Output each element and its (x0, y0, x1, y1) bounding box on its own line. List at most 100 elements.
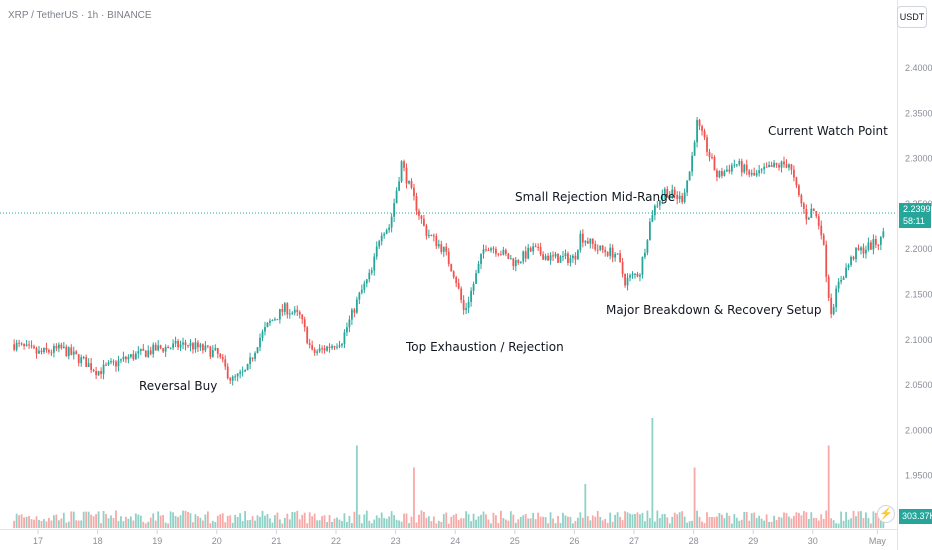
candle-body (164, 346, 167, 352)
volume-bar (467, 514, 470, 528)
volume-bar (693, 467, 696, 528)
candle-body (410, 180, 413, 188)
candle-body (77, 354, 80, 364)
candle-body (194, 342, 197, 350)
candle-body (740, 161, 743, 173)
volume-bar (862, 518, 865, 528)
volume-bar (378, 517, 381, 528)
volume-bar (733, 514, 736, 528)
volume-bar (236, 516, 239, 528)
candle-body (624, 273, 626, 286)
volume-bar (790, 518, 793, 528)
lightning-icon[interactable]: ⚡ (877, 505, 895, 523)
candle-body (676, 194, 679, 200)
volume-bar (703, 523, 706, 528)
candle-body (589, 238, 592, 244)
candle-body (283, 303, 286, 312)
volume-bar (413, 467, 415, 528)
candle-body (251, 357, 254, 359)
candle-body (25, 344, 28, 346)
candle-body (129, 354, 132, 357)
candle-body (328, 346, 331, 348)
last-price-value: 2.2399 (903, 204, 931, 214)
candle-body (693, 142, 696, 156)
volume-bar (139, 515, 142, 528)
volume-bar (676, 514, 679, 528)
volume-bar (184, 510, 187, 528)
candle-body (395, 190, 398, 204)
candle-body (373, 256, 376, 271)
currency-button[interactable]: USDT (897, 6, 927, 28)
candle-body (199, 344, 202, 348)
volume-bar (408, 523, 410, 528)
volume-bar (13, 520, 16, 528)
volume-bar (753, 512, 756, 528)
candle-body (90, 363, 93, 370)
candle-body (465, 308, 468, 311)
candle-body (15, 342, 18, 350)
candle-body (229, 378, 232, 381)
volume-bar (812, 517, 815, 528)
volume-bar (65, 522, 68, 528)
candle-body (688, 171, 691, 181)
candle-body (855, 247, 857, 260)
volume-bar (360, 523, 363, 528)
candle-body (544, 255, 547, 260)
candle-body (768, 164, 770, 168)
volume-bar (870, 523, 872, 528)
candle-body (286, 303, 289, 315)
candle-body (405, 167, 408, 184)
candle-body (333, 346, 336, 348)
candle-body (107, 362, 110, 365)
annotation-small-rejection: Small Rejection Mid-Range (515, 190, 676, 204)
volume-bar (815, 517, 818, 528)
candle-body (745, 164, 748, 171)
volume-bar (760, 518, 763, 528)
volume-bar (778, 516, 780, 528)
volume-bar (67, 521, 70, 528)
candle-body (308, 343, 311, 345)
candle-body (529, 247, 532, 252)
candle-body (343, 332, 346, 344)
volume-bar (698, 516, 701, 528)
candle-body (713, 156, 716, 171)
candle-body (301, 314, 304, 320)
volume-bar (398, 520, 400, 528)
volume-bar (624, 511, 626, 528)
candle-body (435, 235, 438, 247)
volume-bar (244, 511, 247, 528)
candle-body (358, 292, 361, 300)
volume-bar (822, 518, 825, 528)
volume-bar (328, 515, 331, 528)
candle-body (239, 371, 242, 374)
candle-body (338, 345, 341, 347)
volume-bar (768, 521, 770, 528)
volume-bar (430, 521, 433, 528)
volume-bar (62, 512, 65, 528)
candle-body (537, 246, 540, 248)
volume-bar (348, 515, 351, 528)
volume-bar (209, 523, 212, 528)
candle-body (822, 235, 825, 245)
candle-body (413, 187, 415, 197)
volume-bar (110, 515, 112, 528)
candle-body (512, 258, 515, 267)
volume-bar (420, 510, 423, 528)
volume-bar (82, 511, 85, 528)
candle-body (788, 164, 790, 168)
volume-bar (276, 512, 279, 528)
time-tick-label: 18 (93, 536, 103, 546)
candle-body (326, 346, 328, 351)
candle-body (20, 343, 23, 345)
volume-bar (403, 513, 405, 528)
volume-bar (415, 522, 418, 528)
candle-body (629, 275, 631, 278)
candle-body (244, 370, 247, 372)
candle-body (696, 119, 698, 143)
volume-bar (713, 517, 716, 528)
volume-bar (50, 520, 53, 528)
candle-body (584, 241, 587, 243)
candle-body (800, 195, 803, 204)
volume-bar (23, 517, 25, 528)
